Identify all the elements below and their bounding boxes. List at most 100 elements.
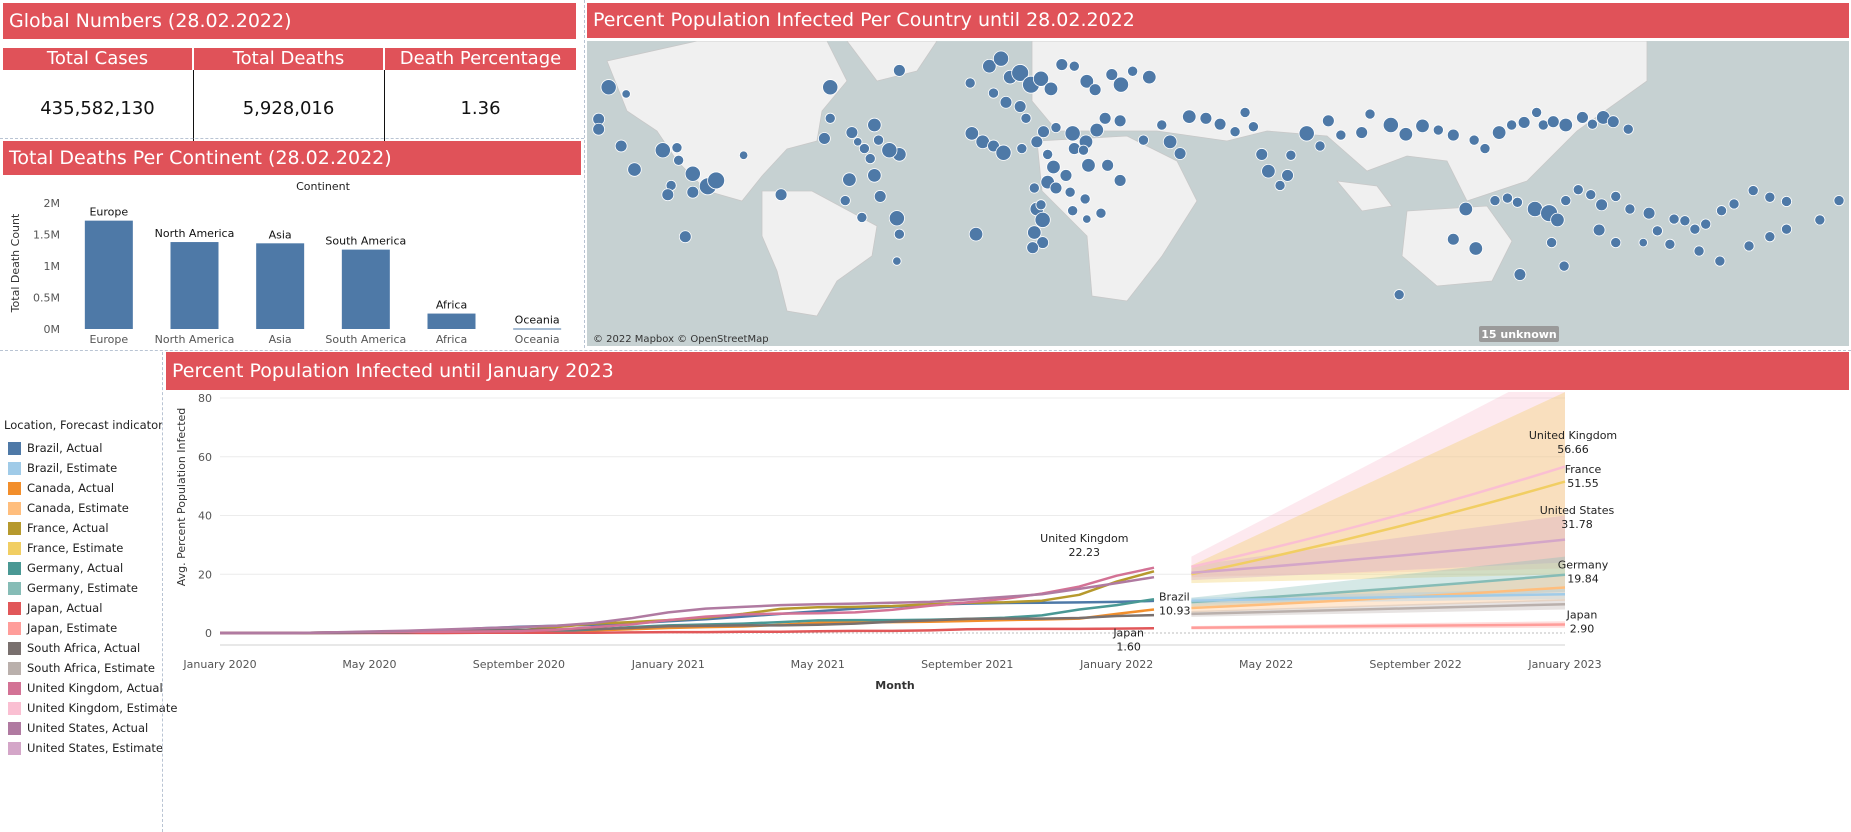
country-bubble[interactable]	[1550, 212, 1565, 228]
country-bubble[interactable]	[1239, 106, 1251, 118]
country-bubble[interactable]	[1079, 74, 1095, 89]
country-bubble[interactable]	[1693, 245, 1705, 257]
country-bubble[interactable]	[1064, 186, 1076, 198]
country-bubble[interactable]	[1229, 126, 1241, 138]
country-bubble[interactable]	[1182, 109, 1197, 124]
country-bubble[interactable]	[1468, 241, 1484, 256]
country-bubble[interactable]	[999, 95, 1013, 109]
country-bubble[interactable]	[1689, 223, 1701, 235]
country-bubble[interactable]	[1026, 241, 1040, 254]
country-bubble[interactable]	[1506, 119, 1518, 131]
country-bubble[interactable]	[1642, 206, 1656, 220]
country-bubble[interactable]	[1781, 223, 1793, 235]
country-bubble[interactable]	[1101, 158, 1114, 172]
country-bubble[interactable]	[1335, 129, 1347, 141]
country-bubble[interactable]	[1173, 147, 1187, 160]
country-bubble[interactable]	[968, 226, 984, 242]
country-bubble[interactable]	[1664, 238, 1676, 250]
country-bubble[interactable]	[1088, 83, 1102, 97]
legend-item[interactable]: Japan, Actual	[4, 598, 177, 618]
legend-item[interactable]: United Kingdom, Estimate	[4, 698, 177, 718]
country-bubble[interactable]	[1668, 213, 1680, 225]
country-bubble[interactable]	[867, 117, 882, 133]
country-bubble[interactable]	[1513, 268, 1527, 281]
country-bubble[interactable]	[1728, 198, 1740, 210]
country-bubble[interactable]	[1050, 122, 1062, 134]
country-bubble[interactable]	[1743, 240, 1755, 252]
country-bubble[interactable]	[873, 190, 887, 203]
country-bubble[interactable]	[1055, 58, 1069, 71]
country-bubble[interactable]	[1458, 201, 1474, 217]
country-bubble[interactable]	[1355, 126, 1369, 139]
country-bubble[interactable]	[592, 122, 606, 136]
country-bubble[interactable]	[1046, 159, 1061, 175]
country-bubble[interactable]	[1079, 193, 1091, 205]
country-bubble[interactable]	[1517, 116, 1531, 129]
country-bubble[interactable]	[1622, 123, 1634, 135]
country-bubble[interactable]	[774, 188, 788, 202]
legend-item[interactable]: United States, Estimate	[4, 738, 177, 758]
country-bubble[interactable]	[1479, 143, 1491, 155]
country-bubble[interactable]	[1049, 181, 1063, 195]
forecast-line[interactable]	[1191, 465, 1566, 569]
country-bubble[interactable]	[1032, 70, 1050, 87]
country-bubble[interactable]	[1446, 232, 1460, 246]
country-bubble[interactable]	[1098, 111, 1112, 125]
legend-item[interactable]: Canada, Estimate	[4, 498, 177, 518]
world-map[interactable]: © 2022 Mapbox © OpenStreetMap 15 unknown	[587, 41, 1849, 346]
country-bubble[interactable]	[1638, 237, 1648, 248]
country-bubble[interactable]	[684, 165, 701, 182]
continent-bar[interactable]	[341, 249, 390, 329]
country-bubble[interactable]	[858, 143, 870, 155]
country-bubble[interactable]	[822, 79, 839, 96]
country-bubble[interactable]	[1781, 195, 1793, 207]
country-bubble[interactable]	[982, 59, 997, 74]
country-bubble[interactable]	[1016, 143, 1028, 155]
country-bubble[interactable]	[995, 144, 1012, 161]
country-bubble[interactable]	[992, 50, 1010, 67]
country-bubble[interactable]	[1491, 125, 1507, 140]
country-bubble[interactable]	[1833, 195, 1845, 207]
country-bubble[interactable]	[1105, 68, 1119, 81]
continent-bar[interactable]	[84, 220, 133, 329]
country-bubble[interactable]	[1042, 148, 1054, 160]
country-bubble[interactable]	[1716, 205, 1728, 217]
forecast-line[interactable]	[1191, 602, 1566, 616]
legend-item[interactable]: United States, Actual	[4, 718, 177, 738]
country-bubble[interactable]	[1035, 199, 1047, 211]
country-bubble[interactable]	[1764, 191, 1776, 203]
country-bubble[interactable]	[1364, 108, 1376, 120]
country-bubble[interactable]	[1747, 185, 1759, 197]
legend-item[interactable]: Japan, Estimate	[4, 618, 177, 638]
forecast-line[interactable]	[1191, 480, 1566, 576]
country-bubble[interactable]	[1446, 128, 1460, 142]
country-bubble[interactable]	[614, 139, 628, 153]
country-bubble[interactable]	[1162, 134, 1178, 150]
country-bubble[interactable]	[1059, 169, 1073, 182]
country-bubble[interactable]	[1113, 114, 1127, 128]
country-bubble[interactable]	[1213, 117, 1227, 131]
country-bubble[interactable]	[893, 64, 906, 77]
country-bubble[interactable]	[678, 230, 692, 244]
country-bubble[interactable]	[1606, 115, 1620, 128]
country-bubble[interactable]	[842, 172, 857, 187]
country-bubble[interactable]	[661, 188, 675, 202]
country-bubble[interactable]	[1137, 134, 1149, 146]
country-bubble[interactable]	[1468, 134, 1480, 146]
country-bubble[interactable]	[1142, 69, 1157, 85]
country-bubble[interactable]	[1077, 144, 1089, 156]
country-bubble[interactable]	[1013, 100, 1027, 113]
country-bubble[interactable]	[1651, 225, 1663, 237]
continent-bar[interactable]	[170, 242, 219, 329]
country-bubble[interactable]	[1624, 203, 1636, 215]
country-bubble[interactable]	[1700, 218, 1712, 230]
country-bubble[interactable]	[621, 89, 631, 99]
country-bubble[interactable]	[1432, 124, 1444, 136]
country-bubble[interactable]	[1036, 236, 1050, 249]
country-bubble[interactable]	[1393, 289, 1405, 301]
legend-item[interactable]: Brazil, Actual	[4, 438, 177, 458]
country-bubble[interactable]	[1489, 195, 1501, 207]
legend-item[interactable]: Brazil, Estimate	[4, 458, 177, 478]
legend-item[interactable]: Canada, Actual	[4, 478, 177, 498]
country-bubble[interactable]	[1247, 121, 1259, 133]
